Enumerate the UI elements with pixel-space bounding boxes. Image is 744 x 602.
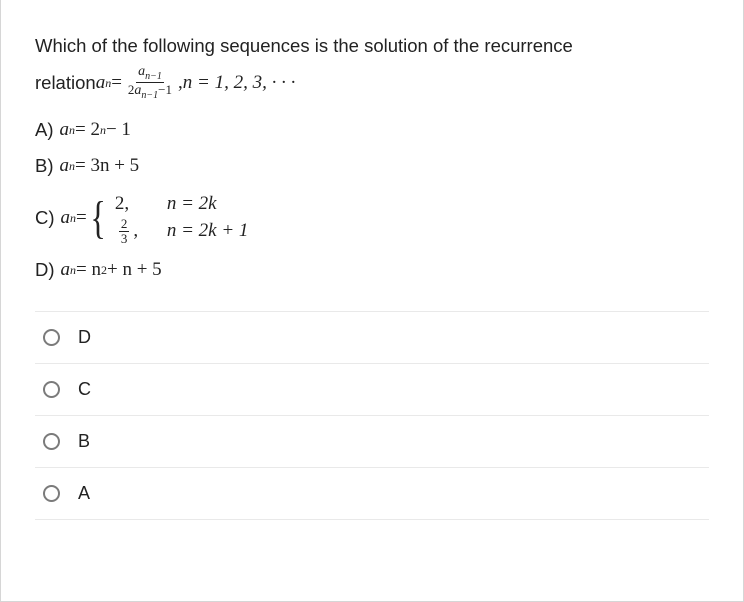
recurrence-fraction: an−1 2an−1−1 — [126, 65, 174, 102]
option-letter: B) — [35, 155, 54, 177]
piecewise: { 2, n = 2k 2 3 , n = 2k + 1 — [87, 191, 249, 245]
equals: = — [111, 68, 122, 97]
radio-icon[interactable] — [43, 381, 60, 398]
stem-line-1: Which of the following sequences is the … — [35, 32, 709, 61]
option-b: B) an = 3n + 5 — [35, 155, 709, 177]
option-c: C) an = { 2, n = 2k 2 3 , — [35, 191, 709, 245]
stem-line-2: relation an = an−1 2an−1−1 , n = 1, 2, 3… — [35, 65, 709, 102]
question-card: Which of the following sequences is the … — [0, 0, 744, 602]
brace-icon: { — [90, 200, 105, 237]
radio-icon[interactable] — [43, 329, 60, 346]
fraction-denominator: 2an−1−1 — [126, 83, 174, 101]
radio-icon[interactable] — [43, 485, 60, 502]
question-stem: Which of the following sequences is the … — [35, 32, 709, 101]
relation-word: relation — [35, 69, 96, 98]
answer-list: D C B A — [35, 311, 709, 520]
answer-option[interactable]: D — [35, 312, 709, 364]
option-a: A) an = 2n − 1 — [35, 119, 709, 141]
case-2: 2 3 , n = 2k + 1 — [115, 217, 249, 245]
option-letter: C) — [35, 207, 55, 229]
var-a: a — [96, 68, 106, 97]
option-letter: A) — [35, 119, 54, 141]
option-letter: D) — [35, 259, 55, 281]
fraction-numerator: an−1 — [136, 65, 164, 83]
answer-option[interactable]: C — [35, 364, 709, 416]
radio-icon[interactable] — [43, 433, 60, 450]
case-1: 2, n = 2k — [115, 191, 249, 217]
answer-label: C — [78, 379, 91, 400]
answer-label: D — [78, 327, 91, 348]
answer-option[interactable]: A — [35, 468, 709, 520]
n-condition: n = 1, 2, 3, · · · — [183, 68, 296, 97]
option-d: D) an = n2 + n + 5 — [35, 259, 709, 281]
answer-label: B — [78, 431, 90, 452]
answer-label: A — [78, 483, 90, 504]
answer-option[interactable]: B — [35, 416, 709, 468]
